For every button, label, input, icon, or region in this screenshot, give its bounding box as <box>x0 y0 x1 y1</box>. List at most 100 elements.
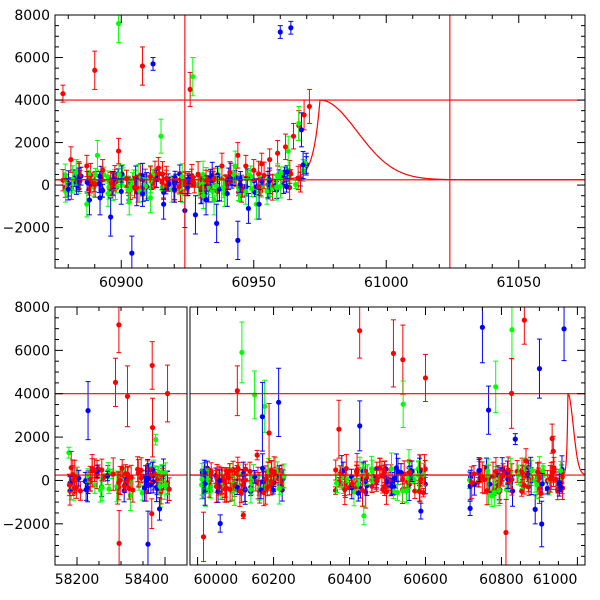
data-point <box>400 401 406 407</box>
plot-frame-segment <box>189 306 586 566</box>
data-point <box>155 165 161 171</box>
x-tick-label: 60600 <box>403 572 448 588</box>
data-point <box>412 488 418 494</box>
data-point <box>248 486 254 493</box>
data-point <box>290 133 297 139</box>
data-point <box>275 173 281 180</box>
data-point <box>232 163 238 169</box>
data-point <box>278 170 284 176</box>
data-point <box>97 173 103 179</box>
data-point <box>357 423 363 429</box>
data-point <box>377 465 383 471</box>
data-point <box>150 61 156 67</box>
y-tick-label: 4000 <box>14 93 50 109</box>
data-point <box>99 467 105 473</box>
data-point <box>162 470 169 476</box>
data-point <box>536 366 543 372</box>
data-point <box>491 489 497 496</box>
data-point <box>398 469 404 476</box>
data-point <box>124 393 131 399</box>
data-point <box>390 350 397 356</box>
data-point <box>539 521 545 527</box>
data-point <box>203 197 209 203</box>
x-tick-label: 60900 <box>99 275 144 291</box>
data-point <box>251 167 257 173</box>
data-point <box>512 436 518 442</box>
data-point <box>467 505 473 511</box>
data-point <box>532 478 538 484</box>
data-point <box>245 205 252 212</box>
data-point <box>76 176 82 182</box>
data-point <box>277 183 284 189</box>
data-point <box>382 483 388 490</box>
data-point <box>485 468 491 474</box>
data-point <box>116 20 122 27</box>
data-point <box>99 485 105 491</box>
data-point <box>388 466 395 472</box>
data-point <box>129 250 135 256</box>
data-point <box>277 471 283 477</box>
data-point <box>73 484 79 491</box>
full-panel: 58200 58400 60000 60200 60400 60600 60800 61000… <box>3 300 586 588</box>
data-point <box>105 190 111 197</box>
data-point <box>157 483 163 490</box>
data-point <box>493 384 499 390</box>
data-point <box>355 490 361 496</box>
data-point <box>539 481 545 487</box>
data-point <box>213 183 219 189</box>
data-point <box>156 506 163 512</box>
data-point <box>139 190 146 197</box>
data-point <box>509 488 516 494</box>
data-point <box>479 324 486 330</box>
data-point <box>243 188 249 195</box>
data-point <box>77 488 83 494</box>
data-point <box>544 485 550 491</box>
data-point <box>256 184 262 190</box>
data-point <box>124 471 131 477</box>
data-point <box>187 86 193 93</box>
data-point <box>547 476 553 482</box>
data-point <box>116 148 122 154</box>
data-point <box>195 171 201 178</box>
data-point <box>267 156 273 163</box>
data-point <box>237 181 243 188</box>
data-point <box>276 485 282 492</box>
data-point <box>116 540 122 546</box>
data-point <box>485 407 492 413</box>
data-point <box>403 488 410 494</box>
data-point <box>343 465 349 472</box>
data-point <box>521 482 527 488</box>
data-point <box>60 91 66 97</box>
data-point <box>192 212 199 218</box>
data-point <box>254 452 260 458</box>
data-point <box>224 190 230 197</box>
data-point <box>261 490 267 496</box>
data-point <box>82 478 88 484</box>
y-tick-label: 2000 <box>14 136 50 152</box>
data-point <box>100 188 106 194</box>
data-point <box>240 512 246 518</box>
data-point <box>200 193 206 199</box>
x-tick-label: 61050 <box>496 275 541 291</box>
data-point <box>245 172 251 178</box>
data-point <box>135 466 141 472</box>
data-point <box>110 471 116 477</box>
data-point <box>389 483 395 489</box>
data-point <box>276 399 282 405</box>
data-point <box>116 322 122 328</box>
x-tick-label: 60800 <box>479 572 524 588</box>
plot-area-left <box>66 307 172 565</box>
data-point <box>282 144 289 150</box>
data-point <box>521 317 527 323</box>
data-point <box>147 173 153 180</box>
data-point <box>171 186 177 192</box>
y-tick-label: 0 <box>41 178 50 194</box>
y-tick-label: −2000 <box>3 221 50 237</box>
data-point <box>519 488 525 494</box>
data-point <box>121 483 127 489</box>
data-point <box>535 469 541 475</box>
data-point <box>520 465 527 471</box>
data-point <box>166 486 172 492</box>
data-point <box>400 488 406 494</box>
